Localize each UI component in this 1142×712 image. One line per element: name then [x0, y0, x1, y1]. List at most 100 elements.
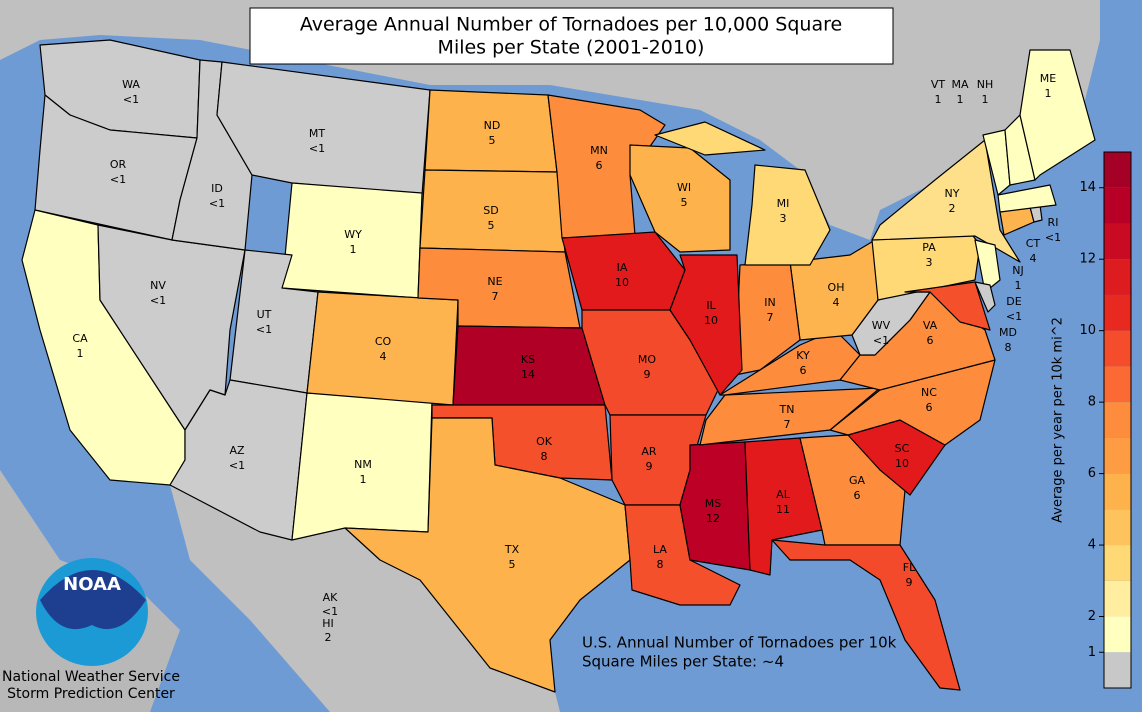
state — [974, 281, 996, 313]
state — [344, 417, 631, 693]
legend-bin — [1104, 437, 1131, 474]
states — [21, 39, 1096, 693]
state-value: 4 — [1030, 252, 1037, 265]
legend-bin — [1104, 580, 1131, 617]
inset-value: 2 — [325, 631, 332, 644]
legend-bin — [1104, 509, 1131, 546]
state-value: 3 — [926, 256, 933, 269]
legend-tick-label: 10 — [1079, 323, 1096, 338]
legend-bin — [1104, 259, 1131, 295]
state-value: 3 — [780, 212, 787, 225]
state-abbr: ID — [211, 182, 223, 195]
state-value: 12 — [706, 512, 720, 525]
state-value: 6 — [800, 364, 807, 377]
state — [719, 329, 861, 396]
legend-frame — [1103, 151, 1132, 689]
state-abbr: NJ — [1012, 264, 1023, 277]
state-abbr: CA — [72, 332, 88, 345]
state-abbr: OH — [828, 281, 845, 294]
state-abbr: MA — [951, 78, 968, 91]
state-value: 9 — [906, 576, 913, 589]
state-abbr: FL — [903, 561, 916, 574]
agency-name: National Weather Service — [2, 669, 180, 685]
legend-tick-label: 8 — [1088, 395, 1096, 410]
state-value: 1 — [77, 347, 84, 360]
state-value: 7 — [492, 290, 499, 303]
state-abbr: VA — [923, 319, 938, 332]
legend-bin — [1104, 616, 1131, 653]
legend-label: Average per year per 10k mi^2 — [1051, 317, 1066, 523]
state — [997, 184, 1057, 213]
legend-bin — [1104, 330, 1131, 367]
state-abbr: ME — [1040, 72, 1056, 85]
state-value: 1 — [935, 93, 942, 106]
state — [1019, 49, 1096, 181]
state-value: 2 — [949, 202, 956, 215]
state-abbr: RI — [1048, 216, 1059, 229]
logo-text: NOAA — [63, 574, 121, 595]
state-value: 6 — [926, 401, 933, 414]
state-abbr: MO — [638, 353, 656, 366]
state-abbr: MI — [777, 197, 790, 210]
state-abbr: ND — [484, 119, 501, 132]
legend-bin — [1104, 187, 1131, 224]
state-abbr: MT — [309, 127, 325, 140]
state — [974, 239, 1001, 293]
legend-tick-label: 14 — [1079, 180, 1096, 195]
state-value: 1 — [1045, 87, 1052, 100]
legend-bin — [1104, 545, 1131, 581]
state-value: 7 — [767, 311, 774, 324]
state-value: 4 — [833, 296, 840, 309]
state-value: 5 — [509, 558, 516, 571]
state-value: <1 — [209, 197, 225, 210]
state-value: 14 — [521, 368, 535, 381]
inset-label: AK — [323, 591, 339, 604]
state-value: <1 — [309, 142, 325, 155]
state-value: 4 — [380, 350, 387, 363]
state-value: 8 — [541, 450, 548, 463]
state-value: <1 — [1006, 310, 1022, 323]
state-value: 10 — [704, 314, 718, 327]
state-abbr: WI — [677, 181, 691, 194]
legend-bin — [1104, 294, 1131, 331]
state-value: <1 — [256, 323, 272, 336]
state-abbr: NH — [977, 78, 994, 91]
state — [904, 281, 991, 331]
legend-bin — [1104, 223, 1131, 260]
state-abbr: MN — [590, 144, 608, 157]
footer: Square Miles per State: ~4 — [582, 653, 784, 671]
legend-bin — [1104, 473, 1131, 510]
state-abbr: AR — [641, 445, 657, 458]
state-abbr: IN — [764, 296, 775, 309]
state-abbr: CT — [1026, 237, 1041, 250]
state-abbr: TX — [504, 543, 520, 556]
inset-value: <1 — [322, 605, 338, 618]
state-abbr: WY — [344, 228, 362, 241]
state-abbr: GA — [849, 474, 866, 487]
state-value: 8 — [1005, 341, 1012, 354]
state-value: 7 — [784, 418, 791, 431]
state — [871, 139, 1021, 263]
state — [629, 144, 731, 253]
state-value: 9 — [646, 460, 653, 473]
state-abbr: PA — [922, 241, 936, 254]
state-value: <1 — [110, 173, 126, 186]
state-value: <1 — [1045, 231, 1061, 244]
state-value: 1 — [360, 473, 367, 486]
state-value: 1 — [350, 243, 357, 256]
legend-tick-label: 1 — [1088, 645, 1096, 660]
state-value: 5 — [488, 219, 495, 232]
state-abbr: KS — [521, 353, 535, 366]
state-value: 11 — [776, 503, 790, 516]
state-value: <1 — [123, 93, 139, 106]
state-value: 6 — [596, 159, 603, 172]
state-value: 8 — [657, 558, 664, 571]
state-abbr: DE — [1006, 295, 1021, 308]
state-value: <1 — [229, 459, 245, 472]
state — [771, 539, 961, 691]
state-abbr: VT — [931, 78, 946, 91]
state-abbr: OR — [110, 158, 127, 171]
state-abbr: MD — [999, 326, 1017, 339]
state-abbr: WV — [872, 319, 891, 332]
